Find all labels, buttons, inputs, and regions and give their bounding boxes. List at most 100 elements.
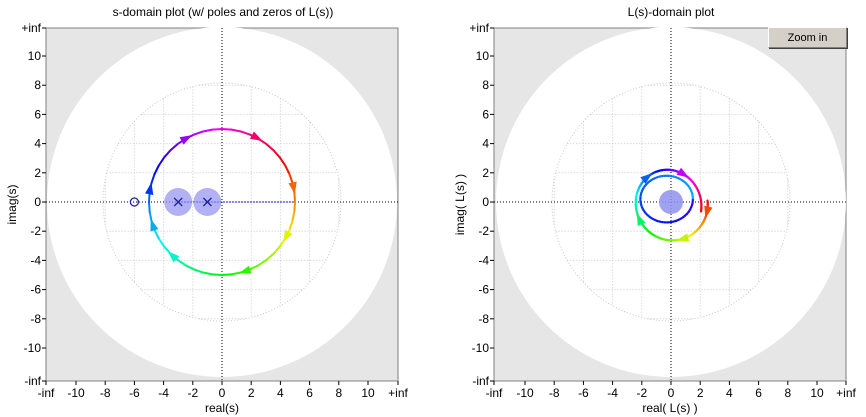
contour-segment xyxy=(153,228,160,240)
curve-arrow xyxy=(636,213,646,227)
curve-segment xyxy=(640,189,644,193)
curve-segment xyxy=(655,219,659,223)
contour-segment xyxy=(265,143,275,152)
contour-segment xyxy=(293,191,296,203)
s-domain-x-tick-label: 10 xyxy=(361,386,375,400)
contour-arrow xyxy=(145,182,154,196)
l-domain-y-tick-label: 2 xyxy=(482,166,489,180)
curve-segment xyxy=(642,210,647,214)
contour-segment xyxy=(272,245,281,255)
zoom-in-button[interactable]: Zoom in xyxy=(768,27,847,48)
l-domain-y-tick-label: -6 xyxy=(478,283,489,297)
contour-segment xyxy=(230,271,242,276)
curve-segment xyxy=(655,175,659,179)
contour-arrow xyxy=(283,229,293,243)
curve-segment xyxy=(689,189,693,193)
l-domain-y-tick-label: 10 xyxy=(476,49,490,63)
contour-segment xyxy=(288,219,294,231)
contour-segment xyxy=(193,268,205,274)
curve-segment xyxy=(641,208,645,212)
contour-segment xyxy=(257,258,268,267)
s-domain-plot-title: s-domain plot (w/ poles and zeros of L(s… xyxy=(112,5,334,19)
curve-segment xyxy=(641,186,645,191)
pole-marker xyxy=(173,197,183,207)
contour-segment xyxy=(202,128,214,133)
s-domain-y-tick-label: -4 xyxy=(30,253,41,267)
curve-segment xyxy=(686,210,691,214)
curve-arrow xyxy=(676,233,690,242)
curve-segment xyxy=(653,218,657,222)
s-domain-y-tick-label: 2 xyxy=(34,166,41,180)
l-domain-x-tick-label: -inf xyxy=(486,386,503,400)
s-domain-plot[interactable]: -inf -10 -8 -6 -4 -2 0 2 4 6 8 10 +inf +inf 10 8 6 4 2 0 -2 -… xyxy=(5,21,409,415)
contour-segment xyxy=(202,271,214,276)
pole-marker xyxy=(202,197,212,207)
contour-segment xyxy=(157,237,166,248)
l-domain-grid xyxy=(553,84,789,320)
s-domain-y-tick-label: -6 xyxy=(30,283,41,297)
curve-segment xyxy=(689,205,693,210)
l-domain-x-tick-label: 6 xyxy=(755,386,762,400)
l-domain-x-tick-label: +inf xyxy=(836,386,856,400)
l-domain-x-tick-label: -4 xyxy=(607,386,618,400)
curve-segment xyxy=(646,213,650,218)
curve-arrow xyxy=(704,205,713,219)
contour-segment xyxy=(163,149,172,159)
l-domain-y-tick-label: 8 xyxy=(482,78,489,92)
curve-segment xyxy=(690,203,694,207)
l-domain-x-tick-label: 0 xyxy=(668,386,675,400)
contour-segment xyxy=(157,156,166,167)
s-domain-y-tick-label: -8 xyxy=(30,312,41,326)
curve-segment xyxy=(658,175,662,178)
contour-segment xyxy=(284,164,291,176)
s-domain-x-tick-label: 2 xyxy=(248,386,255,400)
contour-segment xyxy=(293,201,296,213)
s-domain-x-tick-label: -8 xyxy=(100,386,111,400)
s-domain-x-tick-label: 0 xyxy=(219,386,226,400)
contour-arrow xyxy=(179,135,193,145)
curve-segment xyxy=(658,220,662,223)
l-domain-y-axis-label: imag( L(s) ) xyxy=(453,174,467,235)
l-domain-x-tick-label: 10 xyxy=(810,386,824,400)
l-domain-y-tick-label: -inf xyxy=(472,374,489,388)
contour-segment xyxy=(221,273,233,276)
zero-marker xyxy=(129,197,140,207)
s-domain-contour xyxy=(145,128,297,276)
s-domain-x-tick-label: 4 xyxy=(277,386,284,400)
l-domain-plot[interactable]: -inf -10 -8 -6 -4 -2 0 2 4 6 8 10 +inf +inf 10 8 6 4 2 0 -2 -… xyxy=(453,21,857,415)
s-domain-y-tick-label: +inf xyxy=(21,21,41,35)
contour-arrow xyxy=(249,131,263,141)
l-domain-y-tick-label: 0 xyxy=(482,195,489,209)
l-domain-x-tick-label: -6 xyxy=(578,386,589,400)
contour-arrow xyxy=(288,181,297,195)
s-domain-y-tick-label: 8 xyxy=(34,78,41,92)
curve-segment xyxy=(639,203,643,207)
curve-segment xyxy=(648,215,652,219)
curve-segment xyxy=(683,213,687,218)
l-domain-y-tick-label: 4 xyxy=(482,137,489,151)
curve-segment xyxy=(671,220,675,223)
contour-segment xyxy=(169,143,179,152)
curve-segment xyxy=(674,219,678,223)
contour-segment xyxy=(153,164,160,176)
l-domain-x-tick-label: 8 xyxy=(784,386,791,400)
l-domain-inner-circle xyxy=(551,82,791,322)
l-domain-x-tick-label: -8 xyxy=(549,386,560,400)
contour-segment xyxy=(211,128,223,131)
s-domain-x-tick-label: -10 xyxy=(67,386,85,400)
s-domain-x-tick-label: -6 xyxy=(129,386,140,400)
curve-arrow xyxy=(640,173,653,184)
curve-segment xyxy=(685,182,689,187)
contour-segment xyxy=(176,258,187,267)
curve-segment xyxy=(674,175,678,179)
curve-segment xyxy=(640,205,644,210)
l-domain-y-tick-label: -4 xyxy=(478,253,489,267)
contour-segment xyxy=(265,252,275,261)
l-domain-x-axis-label: real( L(s) ) xyxy=(642,401,697,415)
contour-segment xyxy=(272,149,281,159)
s-domain-y-tick-label: 6 xyxy=(34,107,41,121)
l-domain-plot-title: L(s)-domain plot xyxy=(627,5,715,19)
s-domain-y-tick-label: -2 xyxy=(30,224,41,238)
l-domain-x-tick-label: -2 xyxy=(636,386,647,400)
